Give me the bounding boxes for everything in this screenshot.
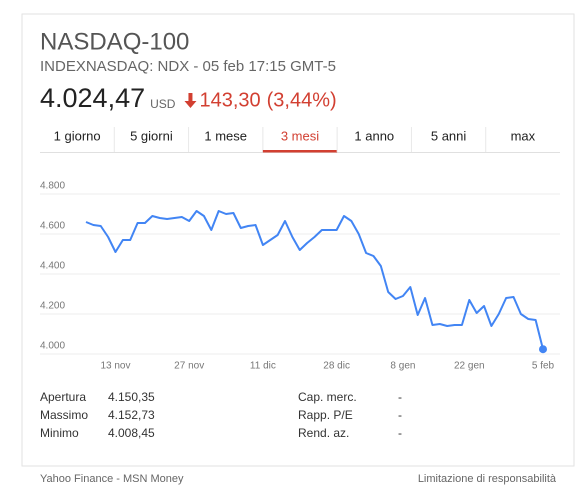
x-tick-label: 5 feb: [532, 361, 555, 372]
tab[interactable]: 5 giorni: [130, 128, 173, 143]
x-tick-label: 28 dic: [323, 361, 350, 372]
last-point: [539, 345, 547, 354]
stat-label: Cap. merc.: [298, 390, 357, 404]
stat-value: -: [398, 426, 402, 440]
stat-label: Rapp. P/E: [298, 408, 353, 422]
tab[interactable]: 1 anno: [354, 128, 394, 143]
y-tick-label: 4.400: [40, 261, 65, 272]
y-tick-label: 4.600: [40, 221, 65, 232]
y-tick-label: 4.000: [40, 341, 65, 352]
tab[interactable]: 5 anni: [431, 128, 467, 143]
price-line: [85, 210, 544, 350]
down-arrow: [184, 93, 197, 108]
x-tick-label: 11 dic: [250, 361, 276, 372]
subtitle: INDEXNASDAQ: NDX - 05 feb 17:15 GMT-5: [40, 58, 336, 75]
stat-value: 4.008,45: [108, 426, 155, 440]
stat-value: -: [398, 408, 402, 422]
stat-value: 4.150,35: [108, 390, 155, 404]
tab[interactable]: 1 mese: [204, 128, 247, 143]
tab-active-underline: [262, 150, 338, 153]
stat-label: Massimo: [40, 408, 88, 422]
stat-label: Minimo: [40, 426, 79, 440]
x-tick-label: 27 nov: [174, 361, 204, 372]
tab[interactable]: max: [511, 128, 536, 143]
tab[interactable]: 3 mesi: [281, 128, 319, 143]
stat-label: Rend. az.: [298, 426, 349, 440]
currency: USD: [150, 97, 176, 111]
card: [21, 13, 575, 467]
stat-value: 4.152,73: [108, 408, 155, 422]
footer-disclaimer[interactable]: Limitazione di responsabilità: [418, 473, 557, 485]
change-percent: (3,44%): [267, 89, 337, 111]
x-tick-label: 22 gen: [454, 361, 485, 372]
stat-label: Apertura: [40, 390, 86, 404]
tab[interactable]: 1 giorno: [54, 128, 101, 143]
x-tick-label: 13 nov: [100, 361, 130, 372]
stat-value: -: [398, 390, 402, 404]
x-tick-label: 8 gen: [390, 361, 415, 372]
footer-source: Yahoo Finance - MSN Money: [40, 473, 184, 485]
y-tick-label: 4.200: [40, 301, 65, 312]
title: NASDAQ-100: [40, 28, 189, 55]
y-tick-label: 4.800: [40, 181, 65, 192]
price: 4.024,47: [40, 83, 145, 113]
change: 143,30: [199, 89, 260, 111]
